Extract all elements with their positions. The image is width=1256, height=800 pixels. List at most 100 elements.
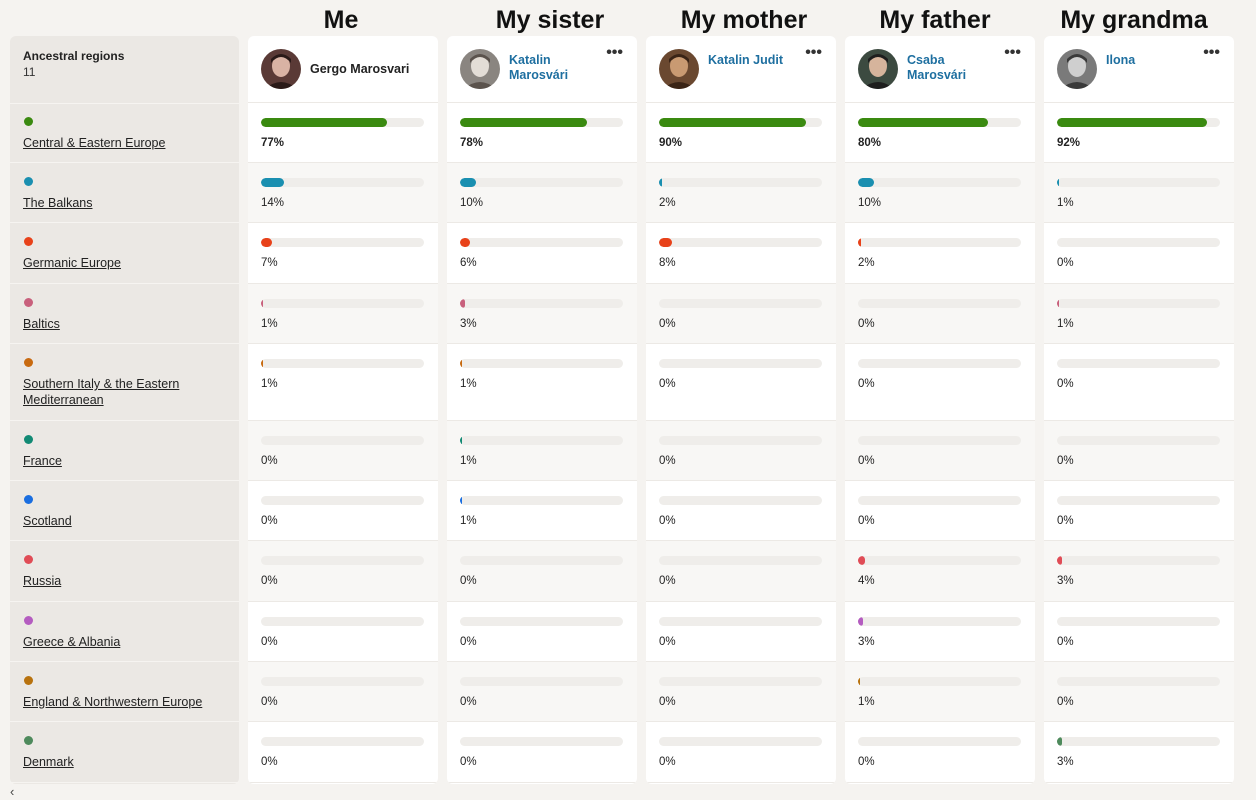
column-title: My mother: [680, 6, 808, 34]
more-horizontal-icon[interactable]: •••: [606, 44, 623, 61]
person-name-link[interactable]: Csaba Marosvári: [907, 53, 967, 82]
progress-bar: [858, 299, 1021, 308]
percentage-cell: 2%: [646, 163, 836, 223]
percentage-label: 3%: [460, 318, 477, 330]
percentage-label: 80%: [858, 137, 882, 149]
percentage-label: 0%: [1057, 257, 1074, 269]
percentage-label: 0%: [659, 696, 676, 708]
progress-bar: [659, 118, 822, 127]
percentage-label: 0%: [659, 756, 676, 768]
percentage-label: 1%: [858, 696, 875, 708]
person-name-link[interactable]: Katalin Judit: [708, 53, 784, 67]
percentage-cell: 0%: [646, 284, 836, 344]
progress-bar: [261, 617, 424, 626]
percentage-cell: 1%: [447, 421, 637, 481]
progress-bar: [460, 359, 623, 368]
person-name-link[interactable]: Ilona: [1106, 53, 1136, 67]
region-link[interactable]: Denmark: [23, 755, 74, 769]
column-title: My father: [879, 6, 991, 34]
column-title: My sister: [495, 6, 605, 34]
avatar[interactable]: [858, 49, 898, 89]
percentage-cell: 0%: [646, 662, 836, 722]
progress-bar: [1057, 677, 1220, 686]
percentage-cell: 0%: [1044, 481, 1234, 541]
region-link[interactable]: France: [23, 454, 62, 468]
region-link[interactable]: Greece & Albania: [23, 635, 121, 649]
person-header: Ilona •••: [1044, 36, 1234, 103]
region-color-dot: [24, 495, 33, 504]
percentage-label: 0%: [1057, 636, 1074, 648]
progress-fill: [261, 178, 284, 187]
percentage-cell: 1%: [1044, 284, 1234, 344]
progress-bar: [659, 496, 822, 505]
regions-header: Ancestral regions 11: [10, 36, 239, 104]
percentage-cell: 0%: [447, 602, 637, 662]
progress-fill: [858, 238, 862, 247]
progress-bar: [261, 178, 424, 187]
percentage-cell: 1%: [447, 344, 637, 421]
percentage-cell: 0%: [1044, 421, 1234, 481]
progress-bar: [659, 556, 822, 565]
percentage-cell: 8%: [646, 223, 836, 284]
region-color-dot: [24, 237, 33, 246]
percentage-cell: 0%: [248, 662, 438, 722]
avatar[interactable]: [261, 49, 301, 89]
percentage-cell: 0%: [248, 421, 438, 481]
more-horizontal-icon[interactable]: •••: [1203, 44, 1220, 61]
person-name-link[interactable]: Katalin Marosvári: [509, 53, 569, 82]
percentage-label: 8%: [659, 257, 676, 269]
progress-bar: [261, 556, 424, 565]
percentage-cell: 0%: [248, 481, 438, 541]
region-row: Russia: [10, 541, 239, 602]
percentage-label: 0%: [659, 378, 676, 390]
percentage-label: 1%: [460, 378, 477, 390]
region-color-dot: [24, 736, 33, 745]
progress-bar: [460, 178, 623, 187]
region-link[interactable]: England & Northwestern Europe: [23, 695, 203, 709]
percentage-cell: 3%: [1044, 541, 1234, 602]
percentage-cell: 0%: [845, 722, 1035, 783]
progress-bar: [858, 617, 1021, 626]
region-link[interactable]: Central & Eastern Europe: [23, 136, 166, 150]
progress-bar: [460, 118, 623, 127]
percentage-label: 0%: [659, 318, 676, 330]
progress-fill: [460, 238, 470, 247]
percentage-cell: 0%: [646, 344, 836, 421]
progress-fill: [659, 238, 673, 247]
percentage-label: 0%: [1057, 455, 1074, 467]
percentage-cell: 0%: [646, 602, 836, 662]
percentage-cell: 0%: [845, 284, 1035, 344]
region-link[interactable]: Russia: [23, 574, 62, 588]
chevron-left-icon[interactable]: ‹: [10, 784, 15, 799]
more-horizontal-icon[interactable]: •••: [1004, 44, 1021, 61]
avatar[interactable]: [659, 49, 699, 89]
person-header: Katalin Marosvári •••: [447, 36, 637, 103]
avatar[interactable]: [460, 49, 500, 89]
progress-bar: [460, 299, 623, 308]
region-link[interactable]: Baltics: [23, 317, 60, 331]
progress-bar: [858, 359, 1021, 368]
percentage-label: 0%: [858, 756, 875, 768]
percentage-label: 0%: [261, 696, 278, 708]
region-link[interactable]: The Balkans: [23, 196, 93, 210]
percentage-label: 0%: [858, 515, 875, 527]
region-link[interactable]: Germanic Europe: [23, 256, 121, 270]
progress-bar: [1057, 496, 1220, 505]
region-link[interactable]: Scotland: [23, 514, 72, 528]
progress-bar: [858, 677, 1021, 686]
percentage-cell: 0%: [646, 481, 836, 541]
progress-fill: [1057, 556, 1062, 565]
percentage-label: 77%: [261, 137, 285, 149]
progress-bar: [261, 118, 424, 127]
progress-bar: [858, 436, 1021, 445]
percentage-label: 3%: [1057, 756, 1074, 768]
progress-fill: [659, 118, 806, 127]
avatar[interactable]: [1057, 49, 1097, 89]
percentage-label: 6%: [460, 257, 477, 269]
progress-bar: [1057, 359, 1220, 368]
region-row: Greece & Albania: [10, 602, 239, 662]
region-link[interactable]: Southern Italy & the Eastern Mediterrane…: [23, 377, 180, 407]
percentage-label: 10%: [858, 197, 882, 209]
more-horizontal-icon[interactable]: •••: [805, 44, 822, 61]
percentage-label: 1%: [460, 455, 477, 467]
